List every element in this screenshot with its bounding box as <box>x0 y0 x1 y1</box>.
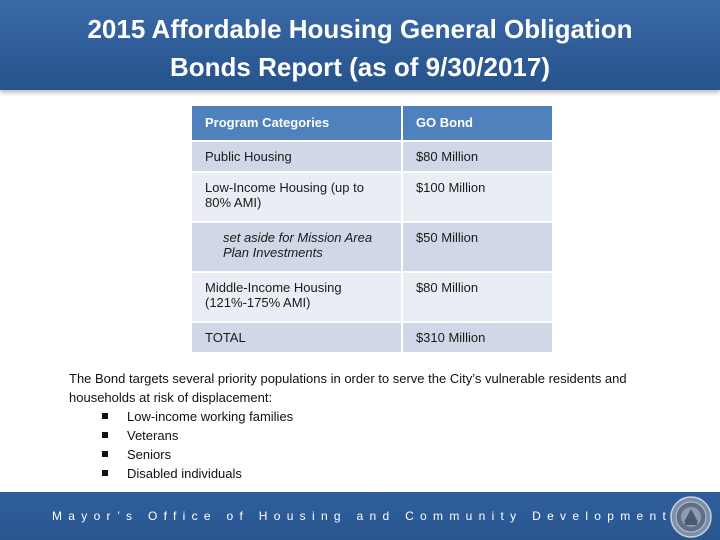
bullet-icon <box>102 432 108 438</box>
population-list: Low-income working families Veterans Sen… <box>102 407 293 483</box>
bullet-icon <box>102 413 108 419</box>
header-go-bond: GO Bond <box>400 104 555 142</box>
list-item-label: Veterans <box>127 428 179 443</box>
table-row: Low-Income Housing (up to 80% AMI) $100 … <box>190 171 555 223</box>
title-line-1: 2015 Affordable Housing General Obligati… <box>87 14 633 44</box>
amount-cell: $80 Million <box>400 140 555 173</box>
bond-table: Program Categories GO Bond Public Housin… <box>190 104 555 354</box>
table-row: Public Housing $80 Million <box>190 140 555 173</box>
category-cell: Public Housing <box>190 140 403 173</box>
table-header-row: Program Categories GO Bond <box>190 104 555 142</box>
table-row: set aside for Mission Area Plan Investme… <box>190 221 555 273</box>
list-item: Disabled individuals <box>102 464 293 483</box>
footer-office-name: Mayor’s Office of Housing and Community … <box>52 509 673 523</box>
list-item-label: Low-income working families <box>127 409 294 424</box>
set-aside-label: set aside for Mission Area Plan Investme… <box>223 230 373 260</box>
table-row-total: TOTAL $310 Million <box>190 321 555 354</box>
list-item-label: Seniors <box>127 447 172 462</box>
list-item: Veterans <box>102 426 293 445</box>
category-cell: Low-Income Housing (up to 80% AMI) <box>190 171 403 223</box>
amount-cell: $50 Million <box>400 221 555 273</box>
list-item: Seniors <box>102 445 293 464</box>
category-cell: set aside for Mission Area Plan Investme… <box>190 221 403 273</box>
amount-cell: $100 Million <box>400 171 555 223</box>
header-banner: 2015 Affordable Housing General Obligati… <box>0 0 720 90</box>
bullet-icon <box>102 451 108 457</box>
total-amount-cell: $310 Million <box>400 321 555 354</box>
amount-cell: $80 Million <box>400 271 555 323</box>
list-item: Low-income working families <box>102 407 293 426</box>
city-seal-icon <box>670 496 712 538</box>
footer-bar: Mayor’s Office of Housing and Community … <box>0 492 720 540</box>
header-program-categories: Program Categories <box>190 104 403 142</box>
total-label-cell: TOTAL <box>190 321 403 354</box>
table-row: Middle-Income Housing (121%-175% AMI) $8… <box>190 271 555 323</box>
bullet-icon <box>102 470 108 476</box>
title-line-2: Bonds Report (as of 9/30/2017) <box>170 52 550 82</box>
intro-paragraph: The Bond targets several priority popula… <box>69 371 627 405</box>
list-item-label: Disabled individuals <box>127 466 242 481</box>
page-title: 2015 Affordable Housing General Obligati… <box>0 10 720 86</box>
category-cell: Middle-Income Housing (121%-175% AMI) <box>190 271 403 323</box>
